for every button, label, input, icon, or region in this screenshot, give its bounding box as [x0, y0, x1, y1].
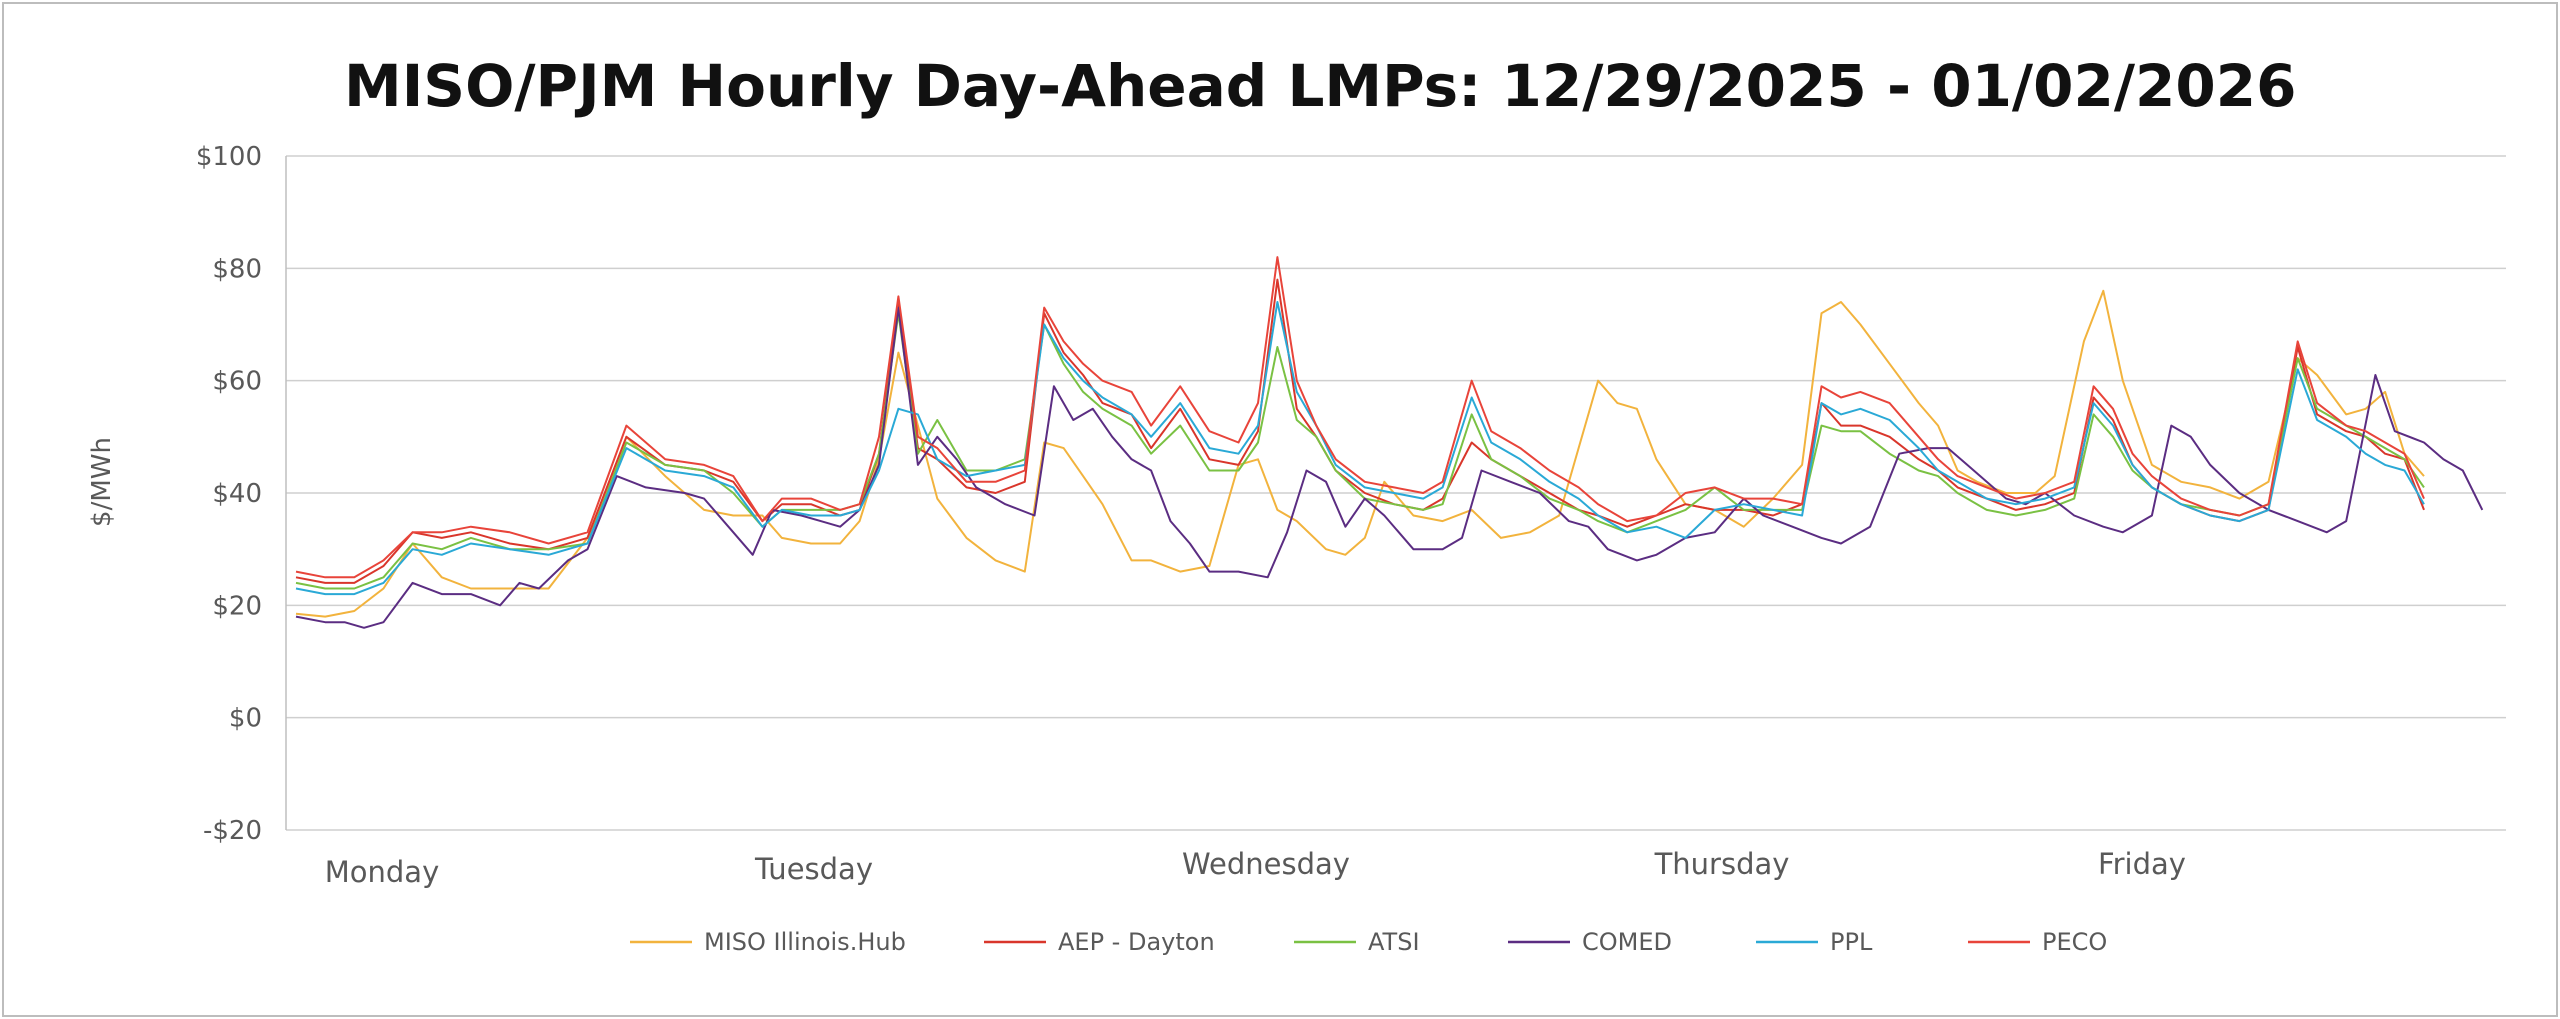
series-line — [295, 306, 2484, 629]
series-line — [295, 312, 2425, 590]
x-category-label: Tuesday — [754, 852, 873, 886]
legend-label: AEP - Dayton — [1058, 928, 1215, 956]
y-axis-ticks: -$20 $0 $20 $40 $60 $80 $100 — [196, 142, 262, 846]
legend-label: COMED — [1582, 928, 1672, 956]
y-tick-label: $60 — [212, 367, 262, 397]
legend: MISO Illinois.Hub AEP - Dayton ATSI COMED PP… — [630, 928, 2107, 956]
x-axis-categories: Monday Tuesday Wednesday Thursday Friday — [325, 847, 2186, 889]
y-axis-label: $/MWh — [87, 437, 117, 527]
y-tick-label: $40 — [212, 479, 262, 509]
legend-label: MISO Illinois.Hub — [704, 928, 906, 956]
x-category-label: Monday — [325, 855, 440, 889]
y-tick-label: -$20 — [203, 816, 262, 846]
y-tick-label: $0 — [229, 704, 262, 734]
y-tick-label: $100 — [196, 142, 262, 172]
series-line — [295, 256, 2425, 579]
legend-label: PPL — [1830, 928, 1873, 956]
line-chart: MISO/PJM Hourly Day-Ahead LMPs: 12/29/20… — [87, 52, 2506, 956]
gridlines — [286, 155, 2506, 831]
y-tick-label: $80 — [212, 254, 262, 284]
y-tick-label: $20 — [212, 591, 262, 621]
x-category-label: Wednesday — [1182, 847, 1350, 881]
legend-label: ATSI — [1368, 928, 1420, 956]
x-category-label: Friday — [2098, 847, 2186, 881]
legend-label: PECO — [2042, 928, 2107, 956]
series-line — [295, 278, 2425, 584]
series-lines — [295, 256, 2484, 629]
chart-title: MISO/PJM Hourly Day-Ahead LMPs: 12/29/20… — [344, 52, 2296, 120]
series-line — [295, 301, 2425, 596]
x-category-label: Thursday — [1654, 847, 1790, 881]
